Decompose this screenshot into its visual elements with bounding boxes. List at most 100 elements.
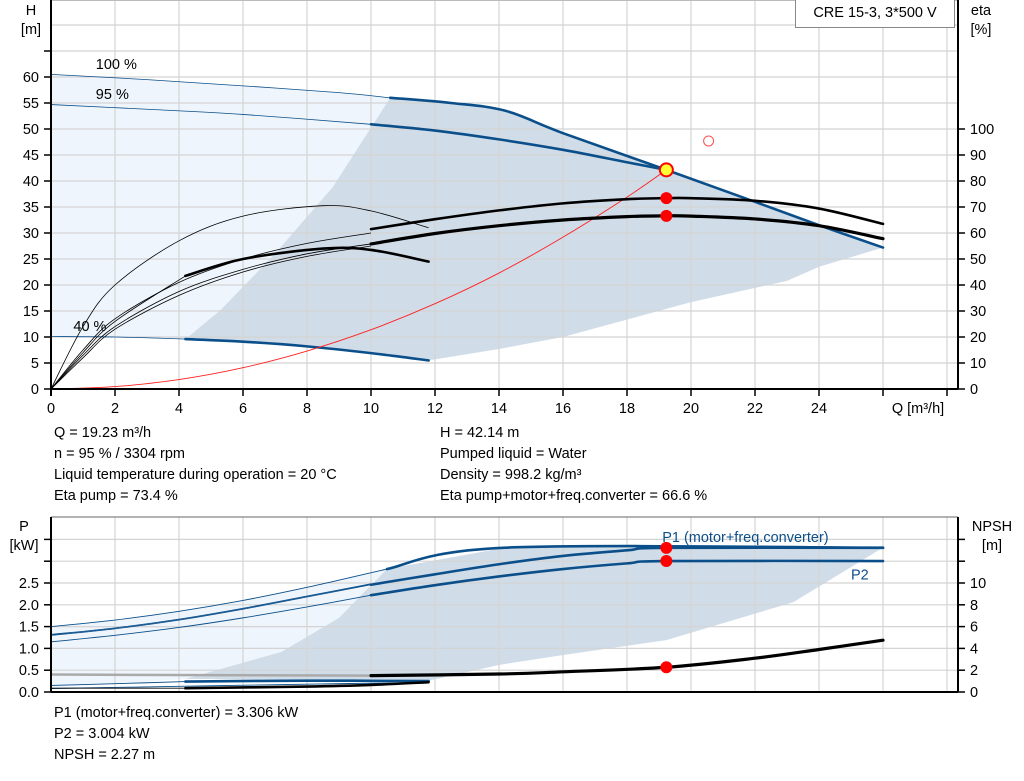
p-tick-label: 0.5: [19, 663, 39, 679]
info-head: H = 42.14 m: [440, 425, 520, 441]
h-axis-title: H [m]: [16, 2, 46, 40]
h-tick-label: 35: [23, 200, 39, 216]
head-95-curve-thin: [50, 104, 372, 125]
eta-tick-label: 20: [970, 330, 986, 346]
info-top-left: Q = 19.23 m³/h n = 95 % / 3304 rpm Liqui…: [54, 423, 337, 507]
q-tick-label: 22: [747, 401, 763, 417]
p2-40-curve-thin: [50, 681, 429, 689]
npsh-tick-label: 10: [970, 576, 986, 592]
h-tick-label: 5: [31, 356, 39, 372]
h-tick-label: 10: [23, 330, 39, 346]
p1-95-curve-thick: [369, 546, 885, 587]
series-label: P2: [851, 567, 869, 583]
q-tick-label: 2: [111, 401, 119, 417]
info-bottom: P1 (motor+freq.converter) = 3.306 kW P2 …: [54, 703, 298, 766]
p2-95-curve-thin: [50, 594, 372, 643]
head-95-curve-thick: [369, 123, 668, 172]
p1-100-curve-thin: [50, 568, 388, 628]
h-tick-label: 55: [23, 96, 39, 112]
p-tick-label: 2.5: [19, 576, 39, 592]
npsh-tick-label: 4: [970, 641, 978, 657]
q-tick-label: 18: [619, 401, 635, 417]
info-top-right: H = 42.14 m Pumped liquid = Water Densit…: [440, 423, 707, 507]
q-tick-label: 8: [303, 401, 311, 417]
info-temperature: Liquid temperature during operation = 20…: [54, 467, 337, 483]
eta-total-95-curve-thin: [50, 243, 372, 390]
eta-pump-95-curve-thin: [50, 232, 372, 390]
eta-tick-label: 10: [970, 356, 986, 372]
eta-pump-100-curve-thick: [369, 196, 885, 231]
h-tick-label: 60: [23, 70, 39, 86]
eta-total-point: [660, 209, 673, 222]
npsh-axis-unit: [m]: [981, 538, 1003, 554]
eta-total-100-curve-thick: [369, 214, 885, 246]
series-label: P1 (motor+freq.converter): [662, 530, 828, 546]
p-tick-label: 0.0: [19, 685, 39, 701]
eta-tick-label: 40: [970, 278, 986, 294]
eta-tick-label: 50: [970, 252, 986, 268]
p-tick-label: 1.5: [19, 620, 39, 636]
h-tick-label: 50: [23, 122, 39, 138]
h-axis-label: H: [25, 3, 37, 19]
info-flow: Q = 19.23 m³/h: [54, 425, 152, 441]
p1-95-curve-thin: [50, 584, 372, 636]
duty-point: [658, 162, 674, 178]
p-axis-label: P: [19, 519, 29, 535]
q-tick-label: 0: [47, 401, 55, 417]
requested-point: [703, 135, 715, 147]
speed-label: 40 %: [73, 319, 106, 335]
p2-point: [660, 555, 673, 568]
p1-point: [660, 541, 673, 554]
q-axis-label: Q [m³/h]: [892, 401, 944, 417]
eta-tick-label: 90: [970, 148, 986, 164]
power-area: [185, 547, 883, 681]
info-p2: P2 = 3.004 kW: [54, 726, 150, 742]
h-tick-label: 45: [23, 148, 39, 164]
head-40-curve-thick: [184, 337, 430, 362]
eta-total-95-bcurve-thin: [50, 245, 372, 390]
npsh-95-curve-thick: [369, 638, 885, 678]
eta-tick-label: 100: [970, 122, 994, 138]
eta-tick-label: 80: [970, 174, 986, 190]
head-100-curve-thick: [388, 96, 885, 249]
q-tick-label: 10: [363, 401, 379, 417]
head-100-curve-thin: [50, 74, 391, 99]
npsh-tick-label: 2: [970, 663, 978, 679]
npsh-tick-label: 0: [970, 685, 978, 701]
q-tick-label: 12: [427, 401, 443, 417]
eta-tick-label: 70: [970, 200, 986, 216]
info-eta-pump: Eta pump = 73.4 %: [54, 488, 178, 504]
q-tick-label: 24: [811, 401, 827, 417]
eta-total-40-curve-thick: [184, 246, 430, 278]
eta-tick-label: 60: [970, 226, 986, 242]
operating-area: [185, 97, 883, 361]
info-npsh: NPSH = 2.27 m: [54, 747, 156, 763]
npsh-axis-title: NPSH [m]: [964, 518, 1020, 556]
p2-95-curve-thick: [369, 559, 885, 597]
p1b-95-curve-thin: [50, 583, 372, 635]
q-tick-label: 20: [683, 401, 699, 417]
h-tick-label: 0: [31, 382, 39, 398]
legend-label: CRE 15-3, 3*500 V: [813, 5, 937, 21]
info-density: Density = 998.2 kg/m³: [440, 467, 582, 483]
h-tick-label: 20: [23, 278, 39, 294]
eta-pump-40-curve-thin: [50, 205, 429, 390]
p-axis-title: P [kW]: [4, 518, 44, 556]
eta-tick-label: 30: [970, 304, 986, 320]
npsh-axis-label: NPSH: [971, 519, 1013, 535]
npsh-tick-label: 8: [970, 598, 978, 614]
eta-axis-unit: [%]: [970, 22, 992, 38]
q-tick-label: 6: [239, 401, 247, 417]
power-area-light: [51, 569, 387, 688]
info-speed: n = 95 % / 3304 rpm: [54, 446, 185, 462]
h-tick-label: 40: [23, 174, 39, 190]
p-tick-label: 2.0: [19, 598, 39, 614]
speed-label: 95 %: [96, 87, 129, 103]
h-axis-unit: [m]: [20, 22, 42, 38]
head-40-curve-thin: [50, 336, 186, 340]
eta-axis-label: eta: [970, 3, 992, 19]
info-eta-total: Eta pump+motor+freq.converter = 66.6 %: [440, 488, 708, 504]
info-p1: P1 (motor+freq.converter) = 3.306 kW: [54, 705, 299, 721]
npsh-point: [660, 661, 673, 674]
